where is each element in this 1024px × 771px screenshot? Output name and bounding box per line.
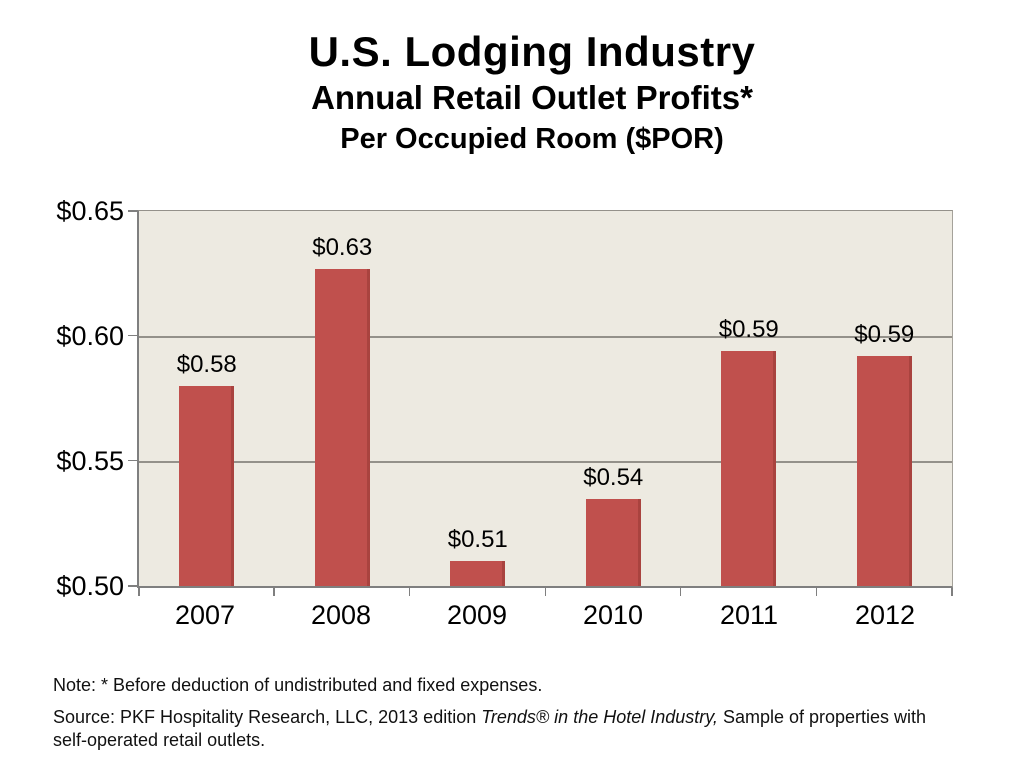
bar-2011: [721, 351, 777, 586]
x-tick-mark: [544, 588, 546, 596]
source-prefix: Source: PKF Hospitality Research, LLC, 2…: [53, 707, 482, 727]
x-axis-label-2008: 2008: [310, 600, 372, 630]
y-tick-mark: [128, 459, 138, 462]
y-tick-label: $0.65: [56, 196, 124, 226]
footnotes: Note: * Before deduction of undistribute…: [53, 674, 941, 752]
page-subtitle: Annual Retail Outlet Profits*: [311, 79, 753, 117]
y-tick-label: $0.55: [56, 445, 124, 476]
x-axis-label-2007: 2007: [174, 600, 236, 630]
x-axis-label-2012: 2012: [854, 600, 916, 630]
footnote: Note: * Before deduction of undistribute…: [53, 675, 543, 695]
y-tick-mark: [128, 334, 138, 337]
bar-value-label: $0.58: [176, 351, 237, 378]
bar-group-2010: $0.54: [546, 211, 682, 586]
bar-value-label: $0.54: [583, 463, 644, 491]
x-tick-mark: [815, 588, 817, 596]
bar-series: $0.58 $0.63 $0.51 $0.54 $0.59 $0.59: [139, 211, 952, 586]
gridline: [139, 461, 952, 463]
page-title: U.S. Lodging Industry: [308, 28, 756, 75]
x-tick-mark: [138, 588, 140, 596]
y-tick-label: $0.50: [56, 571, 124, 601]
bar-2012: [856, 356, 912, 586]
bar-value-label: $0.59: [854, 321, 915, 348]
x-axis-labels: 2007 2008 2009 2010 2011 2012: [137, 600, 953, 630]
chart-title-block: U.S. Lodging Industry Annual Retail Outl…: [57, 26, 1007, 157]
bar-2007: [179, 386, 235, 586]
bar-group-2009: $0.51: [410, 211, 546, 586]
bar-group-2007: $0.58: [139, 211, 275, 586]
source-note: Source: PKF Hospitality Research, LLC, 2…: [53, 706, 941, 752]
x-tick-mark: [951, 588, 953, 596]
bar-2010: [585, 498, 641, 586]
x-tick-mark: [408, 588, 411, 596]
bar-group-2011: $0.59: [681, 211, 817, 586]
source-suffix: Sample of properties with self-operated …: [53, 707, 927, 750]
x-axis-label-2009: 2009: [446, 600, 508, 630]
x-axis-label-2010: 2010: [582, 600, 644, 630]
x-axis-label-2011: 2011: [719, 600, 779, 630]
page-subtitle-2: Per Occupied Room ($POR): [340, 123, 724, 156]
bar-2009: [450, 561, 506, 586]
x-tick-mark: [679, 588, 682, 596]
y-tick-mark: [128, 210, 138, 212]
source-italic: Trends® in the Hotel Industry,: [481, 707, 718, 727]
bar-value-label: $0.51: [447, 526, 508, 553]
bar-value-label: $0.59: [718, 316, 779, 343]
bar-group-2012: $0.59: [817, 211, 953, 586]
bar-group-2008: $0.63: [275, 211, 411, 586]
y-tick-mark: [128, 585, 138, 587]
y-tick-label: $0.60: [56, 320, 124, 351]
bar-2008: [314, 268, 370, 586]
gridline: [139, 336, 952, 338]
bar-chart-plot-area: $0.65 $0.60 $0.55 $0.50 $0.58 $0.63 $0.51 $0.5…: [56, 198, 953, 600]
x-tick-mark: [273, 588, 275, 596]
bar-value-label: $0.63: [312, 233, 373, 261]
